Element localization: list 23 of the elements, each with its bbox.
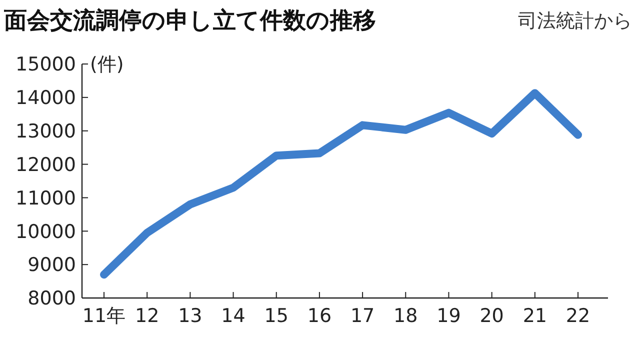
chart-title: 面会交流調停の申し立て件数の推移: [3, 7, 376, 34]
x-tick-label: 19: [436, 305, 461, 327]
x-tick-label: 18: [394, 305, 418, 327]
x-tick-label: 20: [480, 305, 504, 327]
x-tick-label: 11年: [82, 305, 126, 327]
x-tick-label: 14: [221, 305, 246, 327]
y-tick-label: 9000: [28, 254, 76, 276]
text: 司法統計から: [518, 10, 632, 32]
y-tick-label: 13000: [16, 120, 76, 143]
y-tick-label: 10000: [16, 220, 76, 243]
y-axis-title: (件): [90, 54, 124, 76]
y-tick-label: 11000: [16, 187, 76, 210]
x-tick-label: 22: [566, 305, 590, 327]
x-tick-label: 12: [134, 305, 160, 327]
y-tick-label: 8000: [28, 288, 76, 310]
y-tick-label: 12000: [16, 154, 76, 176]
x-tick-label: 21: [522, 305, 548, 327]
y-tick-label: 15000: [16, 54, 76, 76]
x-tick-label: 17: [350, 305, 375, 327]
y-tick-label: 14000: [16, 87, 76, 110]
x-tick-label: 15: [264, 305, 288, 327]
x-tick-label: 16: [307, 305, 332, 327]
x-tick-label: 13: [178, 305, 202, 327]
